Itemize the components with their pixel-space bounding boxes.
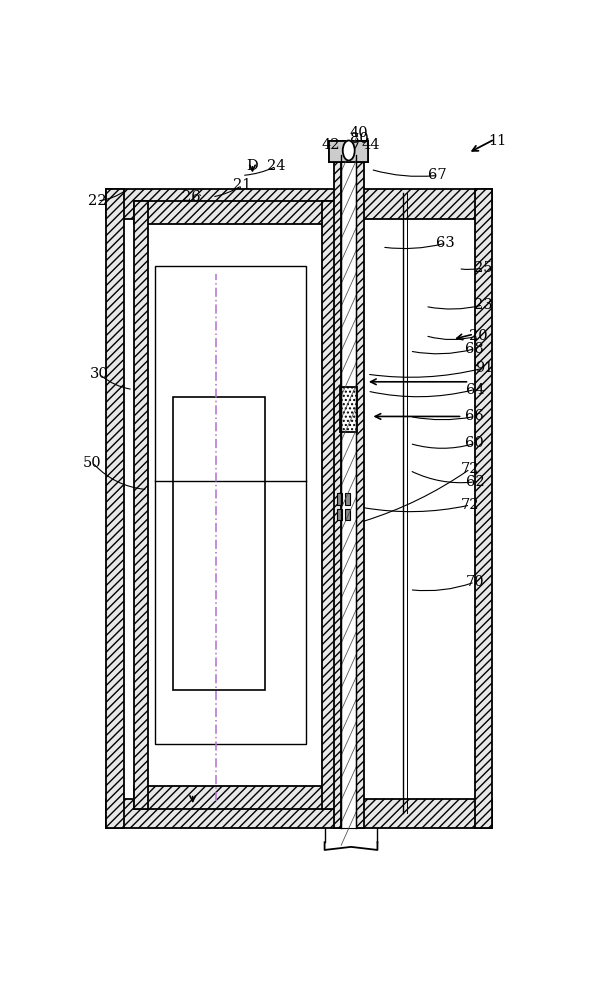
Bar [345,493,350,505]
Text: 25: 25 [474,261,492,275]
Text: 22: 22 [88,194,106,208]
Bar [475,189,492,828]
Text: 50: 50 [83,456,102,470]
Bar [329,141,368,162]
Text: 91: 91 [475,361,493,375]
Text: D: D [247,159,259,173]
Text: 26: 26 [182,190,200,204]
Text: 66: 66 [466,409,484,423]
Text: 63: 63 [436,236,455,250]
Text: 42: 42 [321,138,340,152]
Text: 44: 44 [362,138,380,152]
Bar [134,201,148,809]
Text: 24: 24 [267,159,286,173]
Text: 60: 60 [466,436,484,450]
Text: 68: 68 [466,342,484,356]
Text: 64: 64 [466,382,484,396]
Bar [341,155,356,828]
Text: 70: 70 [466,575,484,589]
Text: 11: 11 [488,134,506,148]
Bar [340,387,357,432]
Bar [356,155,364,828]
Text: 80: 80 [350,132,368,146]
Bar [155,266,306,744]
Bar [173,397,265,690]
Circle shape [343,140,355,161]
Text: 21: 21 [232,178,251,192]
Bar [337,493,342,505]
Bar [106,189,124,828]
Bar [134,201,336,224]
Text: 72: 72 [461,462,480,476]
Text: 23: 23 [474,298,492,312]
Bar [134,786,336,809]
Bar [106,189,492,219]
Text: 20: 20 [469,329,488,343]
Bar [345,509,350,520]
Bar [334,155,341,828]
Bar [329,141,368,162]
Bar [337,509,342,520]
Bar [106,799,492,828]
Bar [323,201,336,809]
Text: 72: 72 [461,498,480,512]
Text: 30: 30 [90,367,109,381]
Text: 40: 40 [350,126,368,140]
Text: 67: 67 [428,168,447,182]
Text: 62: 62 [466,475,484,489]
